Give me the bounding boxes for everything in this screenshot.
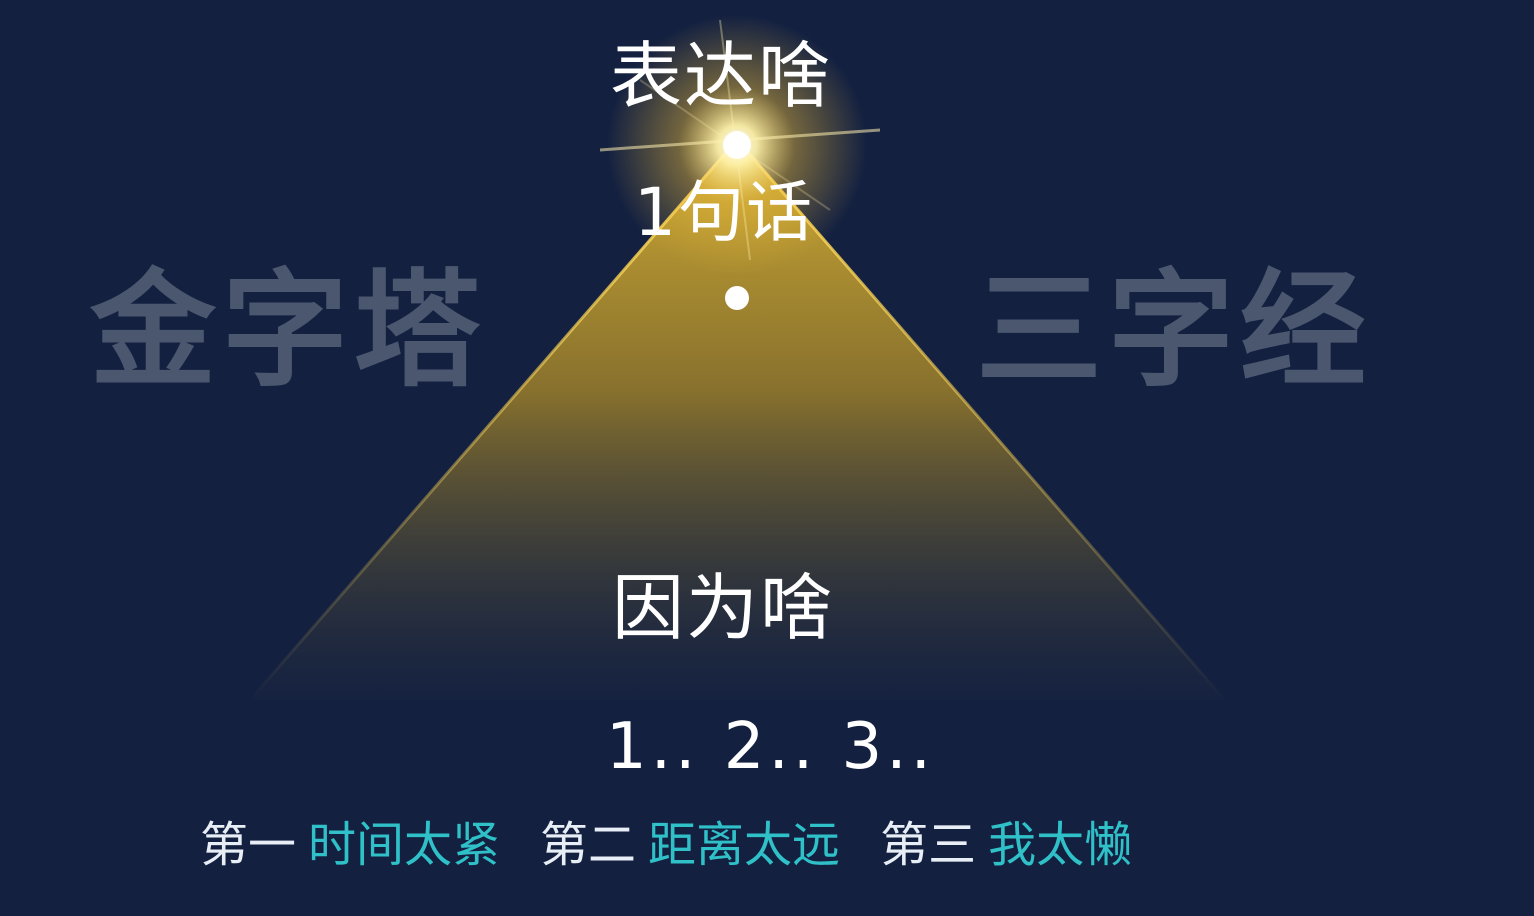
- watermark-pyramid-word: 金字塔: [90, 257, 486, 404]
- reasons-list: 第一 时间太紧 第二 距离太远 第三 我太懒: [200, 815, 1172, 875]
- reason-item-1: 第一 时间太紧: [200, 821, 500, 869]
- connector-dot: [725, 286, 749, 310]
- reason-text: 我太懒: [988, 817, 1133, 873]
- reason-item-2: 第二 距离太远: [540, 821, 840, 869]
- reason-ordinal: 第三: [880, 817, 977, 873]
- reason-ordinal: 第二: [540, 817, 637, 873]
- one-sentence-label: 1句话: [634, 174, 814, 251]
- reason-ordinal: 第一: [200, 817, 297, 873]
- reason-text: 时间太紧: [308, 817, 501, 873]
- watermark-classic-word: 三字经: [976, 257, 1372, 404]
- apex-flare-core: [723, 131, 751, 159]
- top-question: 表达啥: [610, 34, 833, 118]
- reason-item-3: 第三 我太懒: [880, 821, 1132, 869]
- reason-question: 因为啥: [612, 566, 835, 650]
- reason-text: 距离太远: [648, 817, 841, 873]
- numbered-points: 1.. 2.. 3..: [606, 710, 935, 784]
